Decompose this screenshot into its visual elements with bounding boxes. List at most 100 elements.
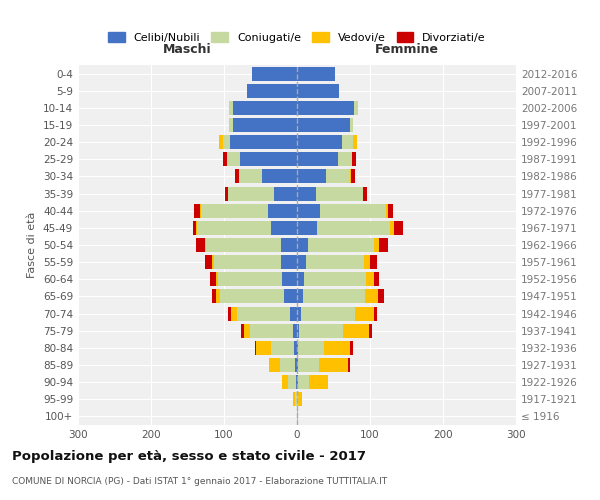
Bar <box>218 272 283 286</box>
Bar <box>324 341 350 355</box>
Bar <box>374 306 377 320</box>
Bar <box>216 290 220 304</box>
Bar <box>316 186 364 200</box>
Bar <box>308 238 374 252</box>
Bar <box>205 255 212 269</box>
Bar <box>232 306 237 320</box>
Bar <box>194 204 200 218</box>
Bar <box>210 272 216 286</box>
Bar <box>283 375 288 389</box>
Bar <box>288 375 296 389</box>
Bar <box>252 66 297 80</box>
Bar <box>230 135 297 149</box>
Bar <box>281 255 297 269</box>
Bar <box>306 255 364 269</box>
Bar <box>355 306 374 320</box>
Bar <box>227 306 232 320</box>
Bar <box>297 170 326 183</box>
Bar <box>293 392 295 406</box>
Bar <box>206 238 281 252</box>
Bar <box>229 186 274 200</box>
Bar <box>304 272 367 286</box>
Bar <box>290 306 297 320</box>
Bar <box>274 186 297 200</box>
Text: COMUNE DI NORCIA (PG) - Dati ISTAT 1° gennaio 2017 - Elaborazione TUTTITALIA.IT: COMUNE DI NORCIA (PG) - Dati ISTAT 1° ge… <box>12 478 387 486</box>
Bar <box>262 170 297 183</box>
Bar <box>353 135 357 149</box>
Bar <box>354 101 358 115</box>
Bar <box>281 238 297 252</box>
Bar <box>233 101 297 115</box>
Bar <box>297 392 298 406</box>
Bar <box>223 152 227 166</box>
Bar <box>352 152 356 166</box>
Bar <box>297 341 298 355</box>
Bar <box>298 375 310 389</box>
Bar <box>225 186 229 200</box>
Bar <box>239 170 262 183</box>
Bar <box>301 306 355 320</box>
Bar <box>233 118 297 132</box>
Bar <box>317 221 391 235</box>
Bar <box>212 290 216 304</box>
Bar <box>386 204 388 218</box>
Bar <box>297 186 316 200</box>
Bar <box>295 392 297 406</box>
Bar <box>283 272 297 286</box>
Bar <box>205 238 206 252</box>
Bar <box>293 324 297 338</box>
Bar <box>271 221 297 235</box>
Bar <box>212 255 214 269</box>
Bar <box>351 170 355 183</box>
Bar <box>338 152 352 166</box>
Bar <box>294 341 297 355</box>
Bar <box>244 324 250 338</box>
Bar <box>319 358 348 372</box>
Bar <box>240 152 297 166</box>
Bar <box>200 204 268 218</box>
Bar <box>391 221 394 235</box>
Bar <box>284 290 297 304</box>
Bar <box>374 238 379 252</box>
Bar <box>394 221 403 235</box>
Bar <box>296 375 297 389</box>
Bar <box>297 306 301 320</box>
Bar <box>297 101 354 115</box>
Bar <box>320 204 386 218</box>
Bar <box>370 255 377 269</box>
Bar <box>214 255 281 269</box>
Bar <box>299 324 343 338</box>
Bar <box>256 341 271 355</box>
Bar <box>216 272 218 286</box>
Bar <box>326 170 350 183</box>
Bar <box>297 66 335 80</box>
Bar <box>223 135 230 149</box>
Bar <box>193 221 196 235</box>
Bar <box>343 324 368 338</box>
Bar <box>297 255 306 269</box>
Bar <box>374 272 379 286</box>
Bar <box>297 135 342 149</box>
Bar <box>303 290 365 304</box>
Bar <box>378 290 384 304</box>
Bar <box>297 238 308 252</box>
Legend: Celibi/Nubili, Coniugati/e, Vedovi/e, Divorziati/e: Celibi/Nubili, Coniugati/e, Vedovi/e, Di… <box>104 28 490 47</box>
Bar <box>254 341 256 355</box>
Bar <box>271 341 294 355</box>
Bar <box>295 358 297 372</box>
Y-axis label: Fasce di età: Fasce di età <box>28 212 37 278</box>
Bar <box>297 84 338 98</box>
Bar <box>297 204 320 218</box>
Bar <box>241 324 244 338</box>
Bar <box>364 186 367 200</box>
Bar <box>379 238 388 252</box>
Bar <box>235 170 239 183</box>
Bar <box>298 341 324 355</box>
Bar <box>388 204 394 218</box>
Bar <box>297 324 299 338</box>
Bar <box>268 204 297 218</box>
Bar <box>350 341 353 355</box>
Bar <box>350 118 353 132</box>
Bar <box>197 221 271 235</box>
Bar <box>350 170 351 183</box>
